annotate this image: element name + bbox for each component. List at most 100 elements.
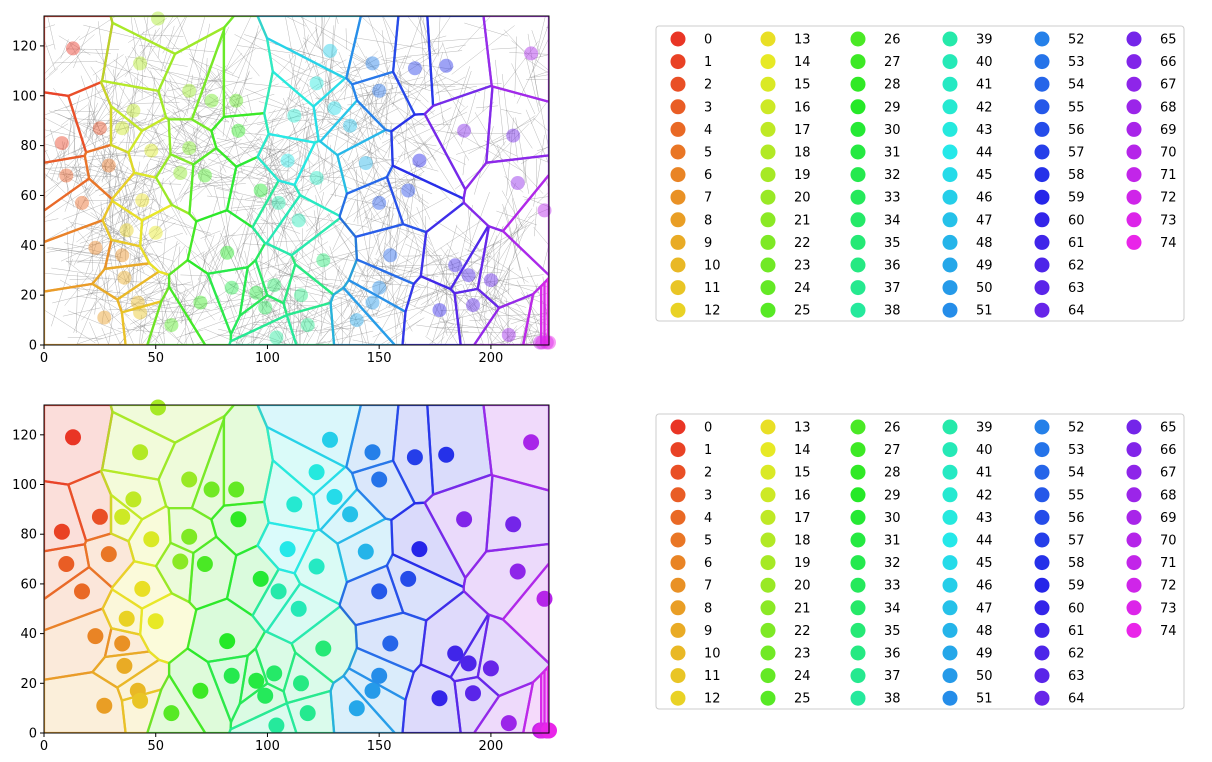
cell-points-bottom	[53, 399, 557, 739]
legend-marker-72	[1126, 189, 1142, 205]
cell-region-68	[474, 682, 533, 733]
legend-marker-57	[1034, 532, 1050, 548]
legend-marker-15	[760, 76, 776, 92]
legend-label-65: 65	[1160, 421, 1177, 436]
cell-point-67	[510, 176, 525, 190]
legend-label-74: 74	[1160, 236, 1177, 251]
legend-label-14: 14	[794, 55, 811, 70]
legend-marker-25	[760, 302, 776, 318]
cell-point-46	[323, 43, 337, 58]
legend-marker-69	[1126, 509, 1142, 525]
legend-marker-37	[850, 280, 866, 296]
cell-border-69	[482, 16, 549, 103]
legend-bottom-frame	[655, 413, 1185, 710]
cell-point-23	[204, 93, 219, 108]
legend-label-22: 22	[794, 236, 811, 251]
legend-label-1: 1	[704, 55, 712, 70]
cell-point-51	[371, 667, 388, 684]
cell-point-70	[537, 203, 552, 218]
legend-marker-20	[760, 189, 776, 205]
y-tick-label: 20	[20, 677, 37, 692]
cell-region-30	[227, 545, 279, 616]
legend-marker-3	[670, 99, 686, 115]
legend-marker-4	[670, 121, 686, 137]
cell-border-70	[501, 562, 549, 665]
legend-label-48: 48	[976, 236, 993, 251]
cell-point-65	[505, 516, 522, 533]
legend-label-60: 60	[1068, 213, 1085, 228]
cell-region-46	[257, 405, 361, 468]
cell-region-28	[211, 501, 269, 556]
cell-point-44	[280, 153, 295, 168]
legend-label-64: 64	[1068, 304, 1085, 319]
cell-point-56	[401, 183, 416, 198]
cell-point-38	[269, 330, 284, 345]
legend-label-7: 7	[704, 191, 712, 206]
legend-label-22: 22	[794, 624, 811, 639]
legend-label-72: 72	[1160, 579, 1177, 594]
legend-marker-49	[942, 645, 958, 661]
legend-label-59: 59	[1068, 191, 1085, 206]
legend-marker-57	[1034, 144, 1050, 160]
cell-point-34	[267, 278, 282, 293]
legend-label-16: 16	[794, 100, 811, 115]
cell-border-67	[462, 542, 549, 621]
legend-marker-40	[942, 442, 958, 458]
legend-marker-66	[1126, 54, 1142, 70]
cell-point-15	[143, 531, 160, 548]
cell-point-62	[461, 268, 476, 283]
legend-marker-23	[760, 645, 776, 661]
cell-border-74	[546, 276, 549, 345]
cell-point-65	[506, 128, 521, 143]
legend-label-73: 73	[1160, 601, 1177, 616]
legend-label-55: 55	[1068, 488, 1085, 503]
legend-marker-13	[760, 419, 776, 435]
legend-marker-73	[1126, 212, 1142, 228]
cell-point-14	[147, 613, 164, 630]
cell-border-67	[462, 154, 549, 233]
y-tick-label: 120	[12, 428, 37, 443]
legend-marker-54	[1034, 76, 1050, 92]
cell-point-8	[96, 697, 113, 714]
legend-marker-24	[760, 280, 776, 296]
legend-marker-23	[760, 257, 776, 273]
cell-point-45	[326, 488, 343, 505]
cell-region-70	[502, 563, 549, 664]
cell-point-61	[448, 258, 463, 273]
legend-label-31: 31	[884, 534, 901, 549]
legend-marker-3	[670, 487, 686, 503]
cell-point-42	[286, 496, 303, 513]
legend-marker-34	[850, 600, 866, 616]
legend-label-53: 53	[1068, 443, 1085, 458]
legend-marker-39	[942, 419, 958, 435]
legend-label-66: 66	[1160, 55, 1177, 70]
legend-marker-11	[670, 280, 686, 296]
voronoi-plot-top: 0 50 100 150 200 0 20 40 60 80 100 120	[12, 11, 556, 366]
cell-point-18	[132, 444, 149, 461]
legend-marker-65	[1126, 419, 1142, 435]
legend-label-11: 11	[704, 281, 721, 296]
legend-marker-21	[760, 600, 776, 616]
cell-point-37	[299, 705, 316, 722]
legend-marker-6	[670, 167, 686, 183]
legend-marker-62	[1034, 257, 1050, 273]
legend-label-71: 71	[1160, 556, 1177, 571]
legend-label-26: 26	[884, 421, 901, 436]
cell-point-48	[358, 156, 373, 171]
legend-marker-69	[1126, 121, 1142, 137]
legend-marker-31	[850, 144, 866, 160]
cell-point-54	[383, 248, 398, 263]
cell-point-35	[316, 253, 331, 268]
cell-point-5	[100, 546, 117, 563]
legend-marker-0	[670, 31, 686, 47]
legend-label-33: 33	[884, 579, 901, 594]
legend-marker-4	[670, 509, 686, 525]
cell-point-52	[365, 56, 380, 71]
cell-point-14	[148, 225, 163, 240]
legend-label-65: 65	[1160, 33, 1177, 48]
cell-point-51	[372, 280, 387, 295]
legend-label-10: 10	[704, 259, 721, 274]
cell-point-66	[456, 511, 473, 528]
legend-marker-0	[670, 419, 686, 435]
legend-marker-47	[942, 600, 958, 616]
